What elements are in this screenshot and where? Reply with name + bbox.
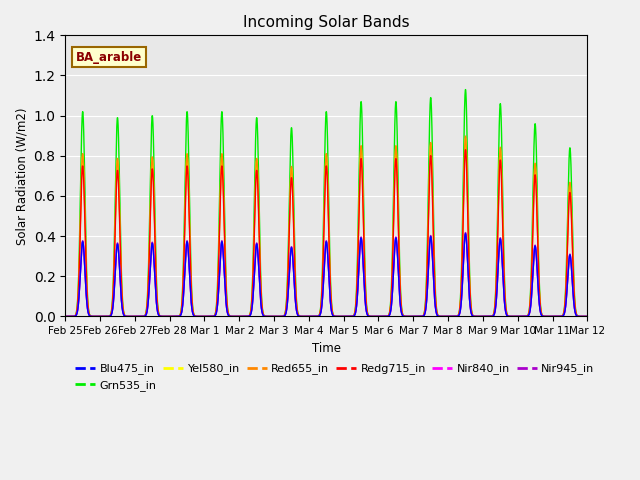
Red655_in bbox=[398, 310, 406, 315]
Grn535_in bbox=[584, 313, 591, 319]
Nir945_in bbox=[461, 229, 469, 235]
Redg715_in bbox=[582, 313, 589, 319]
Red655_in bbox=[257, 280, 264, 286]
Red655_in bbox=[472, 313, 480, 319]
Yel580_in bbox=[461, 135, 469, 141]
Grn535_in bbox=[173, 313, 180, 319]
Yel580_in bbox=[173, 313, 180, 319]
Blu475_in bbox=[168, 313, 175, 319]
Nir840_in bbox=[584, 313, 591, 319]
Nir945_in bbox=[582, 313, 589, 319]
Line: Yel580_in: Yel580_in bbox=[65, 138, 588, 316]
Redg715_in bbox=[398, 310, 406, 315]
Red655_in bbox=[173, 313, 180, 319]
Blu475_in bbox=[472, 313, 480, 319]
Line: Blu475_in: Blu475_in bbox=[65, 234, 588, 316]
Blu475_in bbox=[257, 299, 264, 304]
X-axis label: Time: Time bbox=[312, 342, 340, 355]
Nir840_in bbox=[461, 231, 469, 237]
Grn535_in bbox=[61, 313, 69, 319]
Redg715_in bbox=[461, 147, 469, 153]
Nir840_in bbox=[173, 313, 180, 319]
Nir840_in bbox=[257, 299, 264, 304]
Nir840_in bbox=[582, 313, 589, 319]
Legend: Blu475_in, Grn535_in, Yel580_in, Red655_in, Redg715_in, Nir840_in, Nir945_in: Blu475_in, Grn535_in, Yel580_in, Red655_… bbox=[71, 359, 599, 395]
Red655_in bbox=[582, 313, 589, 319]
Red655_in bbox=[584, 313, 591, 319]
Yel580_in bbox=[257, 281, 264, 287]
Redg715_in bbox=[168, 313, 175, 319]
Line: Red655_in: Red655_in bbox=[65, 136, 588, 316]
Y-axis label: Solar Radiation (W/m2): Solar Radiation (W/m2) bbox=[15, 107, 28, 245]
Nir840_in bbox=[61, 313, 69, 319]
Grn535_in bbox=[461, 87, 469, 93]
Yel580_in bbox=[584, 313, 591, 319]
Blu475_in bbox=[61, 313, 69, 319]
Line: Nir945_in: Nir945_in bbox=[65, 232, 588, 316]
Redg715_in bbox=[257, 283, 264, 288]
Grn535_in bbox=[257, 272, 264, 277]
Title: Incoming Solar Bands: Incoming Solar Bands bbox=[243, 15, 410, 30]
Line: Redg715_in: Redg715_in bbox=[65, 150, 588, 316]
Redg715_in bbox=[584, 313, 591, 319]
Yel580_in bbox=[168, 313, 175, 319]
Text: BA_arable: BA_arable bbox=[76, 50, 142, 64]
Grn535_in bbox=[168, 313, 175, 319]
Yel580_in bbox=[582, 313, 589, 319]
Line: Nir840_in: Nir840_in bbox=[65, 234, 588, 316]
Grn535_in bbox=[398, 308, 406, 314]
Blu475_in bbox=[582, 313, 589, 319]
Nir840_in bbox=[472, 313, 480, 319]
Yel580_in bbox=[398, 310, 406, 315]
Nir945_in bbox=[257, 298, 264, 304]
Red655_in bbox=[61, 313, 69, 319]
Blu475_in bbox=[173, 313, 180, 319]
Nir840_in bbox=[398, 312, 406, 317]
Redg715_in bbox=[173, 313, 180, 319]
Nir945_in bbox=[168, 313, 175, 319]
Nir945_in bbox=[398, 312, 406, 317]
Yel580_in bbox=[61, 313, 69, 319]
Blu475_in bbox=[584, 313, 591, 319]
Redg715_in bbox=[472, 313, 480, 319]
Nir945_in bbox=[584, 313, 591, 319]
Nir945_in bbox=[61, 313, 69, 319]
Red655_in bbox=[461, 133, 469, 139]
Red655_in bbox=[168, 313, 175, 319]
Blu475_in bbox=[461, 231, 469, 237]
Line: Grn535_in: Grn535_in bbox=[65, 90, 588, 316]
Nir945_in bbox=[472, 313, 480, 319]
Redg715_in bbox=[61, 313, 69, 319]
Yel580_in bbox=[472, 313, 480, 319]
Grn535_in bbox=[472, 313, 480, 319]
Blu475_in bbox=[398, 312, 406, 317]
Nir945_in bbox=[173, 313, 180, 319]
Nir840_in bbox=[168, 313, 175, 319]
Grn535_in bbox=[582, 313, 589, 319]
